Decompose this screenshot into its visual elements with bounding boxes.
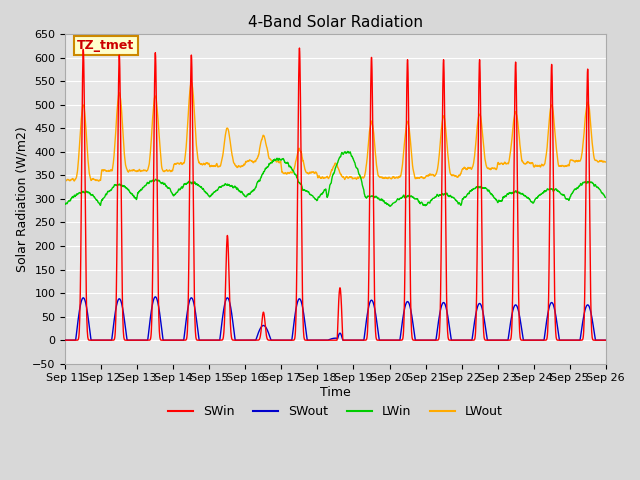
Title: 4-Band Solar Radiation: 4-Band Solar Radiation [248, 15, 423, 30]
Text: TZ_tmet: TZ_tmet [77, 39, 134, 52]
Y-axis label: Solar Radiation (W/m2): Solar Radiation (W/m2) [15, 126, 28, 272]
X-axis label: Time: Time [320, 386, 351, 399]
Legend: SWin, SWout, LWin, LWout: SWin, SWout, LWin, LWout [163, 400, 508, 423]
